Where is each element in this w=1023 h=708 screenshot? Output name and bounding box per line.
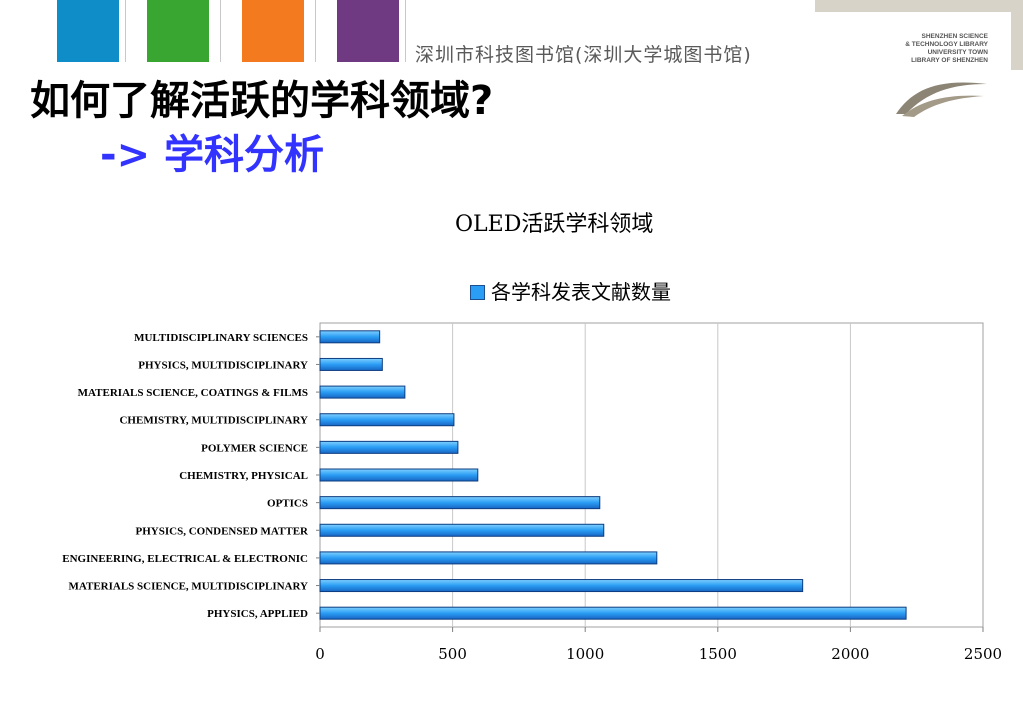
bar (319, 385, 406, 399)
bar (319, 357, 383, 371)
bar (319, 496, 601, 510)
bar (319, 579, 804, 593)
x-tick-label: 0 (315, 645, 325, 663)
chart-title: OLED活跃学科领域 (455, 212, 654, 237)
header-band-side (1011, 0, 1023, 70)
header-block-divider (405, 0, 406, 62)
logo-line: LIBRARY OF SHENZHEN (911, 57, 988, 64)
header-band (815, 0, 1023, 12)
y-tick-label: CHEMISTRY, MULTIDISCIPLINARY (119, 415, 308, 427)
bar (319, 468, 479, 482)
bar (319, 413, 455, 427)
logo-line: SHENZHEN SCIENCE (921, 33, 988, 40)
chart-legend: 各学科发表文献数量 (470, 276, 671, 305)
y-tick-label: ENGINEERING, ELECTRICAL & ELECTRONIC (62, 553, 308, 565)
bar (319, 551, 658, 565)
x-tick-label: 2500 (964, 645, 1002, 663)
logo-line: UNIVERSITY TOWN (927, 49, 988, 56)
x-tick-label: 2000 (831, 645, 869, 663)
y-tick-label: PHYSICS, APPLIED (207, 608, 308, 620)
header-color-block-green (147, 0, 209, 62)
y-tick-label: PHYSICS, MULTIDISCIPLINARY (138, 359, 308, 371)
y-tick-label: OPTICS (267, 498, 308, 510)
y-tick-label: MATERIALS SCIENCE, COATINGS & FILMS (78, 387, 308, 399)
x-tick-label: 1000 (566, 645, 604, 663)
logo-line: & TECHNOLOGY LIBRARY (905, 41, 988, 48)
legend-swatch (470, 285, 485, 300)
bar (319, 330, 381, 344)
y-tick-label: POLYMER SCIENCE (201, 442, 308, 454)
bar (319, 606, 907, 620)
y-tick-label: MATERIALS SCIENCE, MULTIDISCIPLINARY (68, 581, 308, 593)
header-block-divider (125, 0, 126, 62)
y-tick-label: CHEMISTRY, PHYSICAL (179, 470, 308, 482)
x-tick-label: 500 (438, 645, 467, 663)
x-tick-label: 1500 (699, 645, 737, 663)
library-logo-text: SHENZHEN SCIENCE & TECHNOLOGY LIBRARY UN… (880, 33, 988, 65)
bar (319, 523, 605, 537)
slide-subtitle: -> 学科分析 (100, 132, 325, 178)
bar (319, 440, 459, 454)
header-block-divider (220, 0, 221, 62)
header-color-block-purple (337, 0, 399, 62)
header-color-block-blue (57, 0, 119, 62)
y-tick-label: MULTIDISCIPLINARY SCIENCES (134, 332, 308, 344)
swoosh-logo-icon (896, 82, 987, 117)
header-block-divider (315, 0, 316, 62)
library-name: 深圳市科技图书馆(深圳大学城图书馆) (415, 44, 752, 66)
y-tick-label: PHYSICS, CONDENSED MATTER (136, 525, 310, 537)
legend-label: 各学科发表文献数量 (491, 280, 671, 304)
slide-title: 如何了解活跃的学科领域? (30, 78, 494, 124)
header-color-block-orange (242, 0, 304, 62)
